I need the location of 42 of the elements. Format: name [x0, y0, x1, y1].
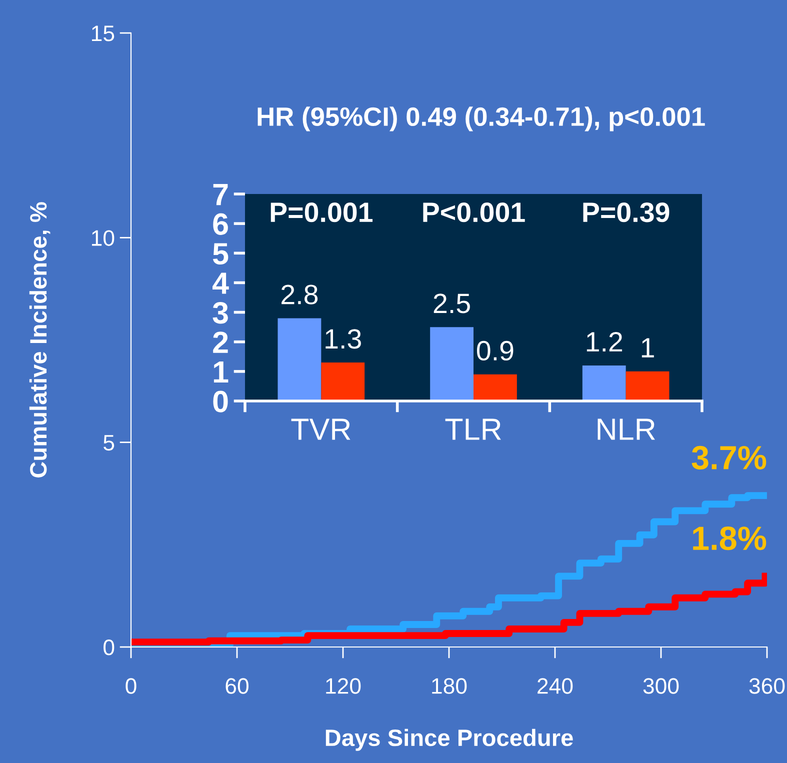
x-tick-label: 240 [538, 678, 573, 694]
x-tick-label: 60 [226, 678, 248, 694]
x-tick-label: 300 [643, 678, 679, 694]
x-tick-label: TLR [445, 418, 501, 440]
bar [321, 362, 365, 401]
y-tick-label: 10 [92, 230, 114, 246]
bar [278, 318, 322, 401]
y-tick-label: 15 [92, 26, 114, 42]
annotation: 3.7% [692, 446, 766, 470]
y-tick-label: 5 [104, 435, 114, 451]
y-tick-label: 4 [212, 272, 229, 294]
data-label: 2.5 [434, 294, 470, 314]
bar [582, 366, 626, 401]
x-tick-label: 120 [326, 678, 361, 694]
bar [474, 374, 517, 401]
annotation: 1.8% [693, 526, 766, 550]
x-axis-title: Days Since Procedure [326, 728, 573, 751]
data-label: 0.9 [476, 340, 514, 361]
y-tick-label: 1 [214, 361, 228, 382]
y-tick-label: 3 [212, 302, 228, 324]
x-tick-label: TVR [291, 418, 350, 440]
annotation: HR (95%CI) 0.49 (0.34-0.71), p<0.001 [258, 106, 705, 132]
annotation: P=0.39 [583, 202, 670, 222]
annotation: P<0.001 [423, 202, 525, 222]
data-label: 1 [642, 338, 654, 358]
data-label: 1.2 [586, 332, 622, 352]
x-tick-label: 0 [126, 678, 136, 694]
x-tick-label: NLR [598, 418, 655, 440]
annotation: P=0.001 [270, 202, 373, 222]
y-tick-label: 0 [213, 390, 228, 412]
bar [430, 327, 474, 401]
y-axis-title: Cumulative Incidence, % [29, 202, 50, 478]
y-tick-label: 6 [213, 213, 228, 235]
data-label: 2.8 [282, 284, 318, 304]
x-tick-label: 360 [749, 678, 785, 694]
data-label: 1.3 [326, 329, 361, 349]
bar [626, 371, 670, 401]
y-tick-label: 7 [213, 184, 228, 206]
y-tick-label: 2 [213, 332, 228, 353]
y-tick-label: 0 [104, 640, 114, 656]
y-tick-label: 5 [212, 243, 228, 265]
x-tick-label: 180 [432, 678, 467, 694]
